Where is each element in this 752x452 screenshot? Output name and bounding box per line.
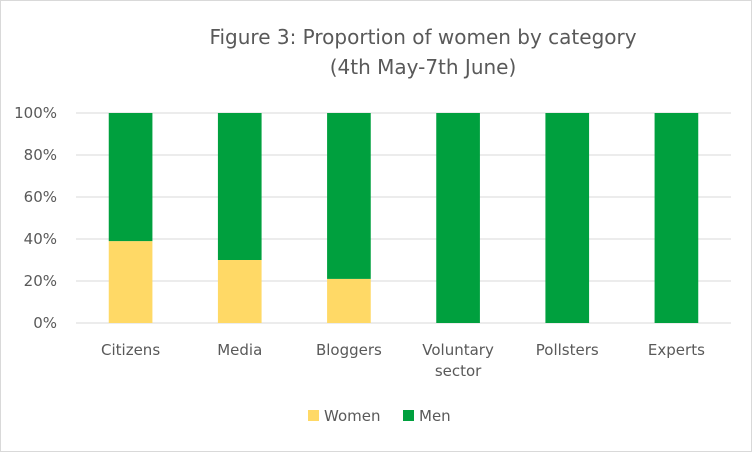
chart-title-line: (4th May-7th June) — [330, 55, 517, 79]
bar-women-0 — [108, 241, 153, 323]
x-category-label: Bloggers — [316, 341, 382, 359]
bar-women-2 — [327, 278, 371, 323]
bar-men-3 — [436, 113, 480, 323]
legend-swatch-men — [403, 410, 414, 421]
bar-men-4 — [545, 113, 590, 323]
y-axis-ticks: 0% 20% 40% 60% 80% 100% — [14, 104, 57, 332]
x-category-label: Media — [217, 341, 262, 359]
x-axis-categories: Citizens Media Bloggers Voluntary sector Poll… — [101, 341, 705, 380]
bar-men-1 — [217, 113, 262, 260]
legend-label-women: Women — [324, 407, 380, 425]
legend-label-men: Men — [419, 407, 451, 425]
y-tick-label: 80% — [24, 146, 57, 164]
legend: Women Men — [308, 407, 451, 425]
y-tick-label: 0% — [33, 314, 57, 332]
x-category-label: Voluntary — [422, 341, 494, 359]
x-category-label: Pollsters — [536, 341, 599, 359]
legend-swatch-women — [308, 410, 319, 421]
chart-title-line: Figure 3: Proportion of women by categor… — [209, 25, 636, 49]
y-tick-label: 40% — [24, 230, 57, 248]
bars — [108, 113, 699, 323]
x-category-label: sector — [435, 362, 482, 380]
bar-men-0 — [108, 113, 153, 242]
bar-men-2 — [327, 113, 371, 279]
bar-men-5 — [654, 113, 699, 323]
x-category-label: Experts — [648, 341, 705, 359]
y-tick-label: 100% — [14, 104, 57, 122]
gridlines — [76, 112, 731, 324]
chart-title: Figure 3: Proportion of women by categor… — [209, 25, 636, 79]
x-category-label: Citizens — [101, 341, 160, 359]
y-tick-label: 60% — [24, 188, 57, 206]
y-tick-label: 20% — [24, 272, 57, 290]
bar-women-1 — [217, 260, 262, 323]
